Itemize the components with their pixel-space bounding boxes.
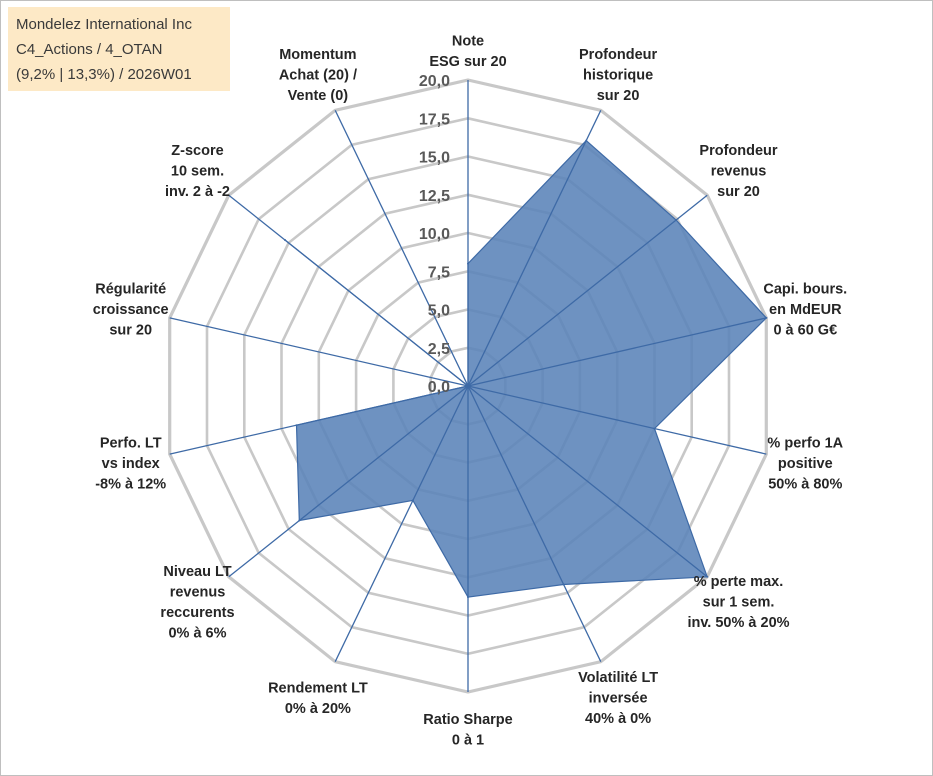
axis-spoke [467,110,602,387]
axis-spoke [228,194,469,387]
data-point [765,316,768,319]
axis-spoke [467,385,767,455]
tick-label: 7,5 [428,264,450,281]
axis-label: Note ESG sur 20 [429,34,506,71]
axis-spoke [467,317,767,387]
axis-spoke [169,385,469,455]
tick-label: 0,0 [428,379,450,396]
axis-label: % perte max. sur 1 sem. inv. 50% à 20% [687,574,789,631]
tick-label: 20,0 [419,73,450,90]
axis-label: Perfo. LT vs index -8% à 12% [95,436,166,493]
data-point [653,427,656,430]
axis-spoke [467,385,602,662]
tick-label: 15,0 [419,150,450,167]
axis-spoke [228,385,469,578]
spokes [169,80,767,692]
data-point [298,519,301,522]
tick-label: 10,0 [419,226,450,243]
axis-spoke [334,385,469,662]
data-point [295,424,298,427]
axis-label: Z-score 10 sem. inv. 2 à -2 [165,143,230,200]
data-point [284,239,286,241]
axis-label: Profondeur historique sur 20 [579,47,657,104]
axis-spoke [467,385,708,578]
axis-spoke [169,317,469,387]
performance-period: (9,2% | 13,3%) / 2026W01 [16,66,192,83]
tick-label: 17,5 [419,111,450,128]
data-point [467,262,469,265]
axis-spoke [467,194,708,387]
tick-label: 12,5 [419,188,450,205]
axis-label: % perfo 1A positive 50% à 80% [767,436,843,493]
axis-label: Volatilité LT inversée 40% à 0% [578,670,658,727]
data-point [585,139,588,142]
data-point [411,499,414,502]
data-point [562,583,565,586]
portfolio-category: C4_Actions / 4_OTAN [16,41,163,58]
tick-label: 5,0 [428,303,450,320]
tick-label: 2,5 [428,341,450,358]
axis-label: Profondeur revenus sur 20 [699,143,777,200]
tick-labels: 0,0 2,5 5,0 7,5 10,0 12,5 15,0 17,5 20,0 [419,73,450,396]
axis-label: Capi. bours. en MdEUR 0 à 60 G€ [763,282,847,339]
data-point [706,575,709,578]
axis-label: Ratio Sharpe 0 à 1 [423,712,512,749]
info-box: Mondelez International Inc C4_Actions / … [8,7,230,91]
axis-spoke [334,110,469,387]
axis-label: Niveau LT revenus reccurents 0% à 6% [160,564,234,642]
axis-labels: Note ESG sur 20 Profondeur historique sur 20… [93,34,847,749]
data-point [467,385,469,387]
axis-label: Rendement LT 0% à 20% [268,681,368,718]
data-point [467,596,469,599]
axis-label: Régularité croissance sur 20 [93,282,169,339]
company-name: Mondelez International Inc [16,16,192,33]
data-point [675,219,678,221]
axis-label: Momentum Achat (20) / Vente (0) [279,47,357,104]
data-points [284,139,768,599]
